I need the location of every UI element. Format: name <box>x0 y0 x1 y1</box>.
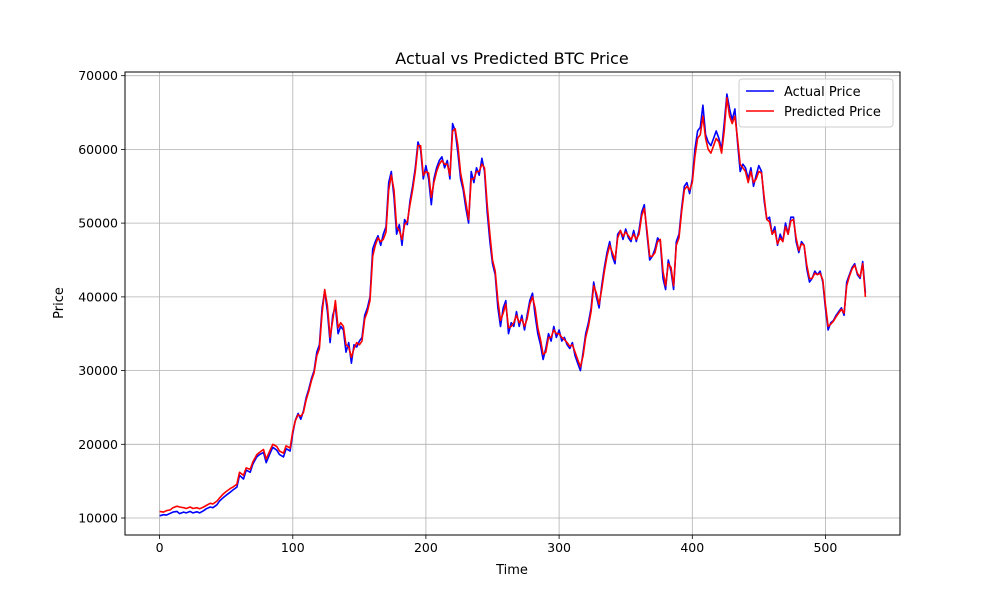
x-axis-label: Time <box>495 563 528 578</box>
y-tick-label: 40000 <box>78 289 118 304</box>
y-axis: 10000 20000 30000 40000 50000 60000 70000 <box>78 68 125 526</box>
y-tick-label: 50000 <box>78 216 118 231</box>
legend-box <box>738 78 894 128</box>
plot-frame <box>124 71 901 536</box>
legend-label-predicted: Predicted Price <box>784 105 881 120</box>
y-tick-label: 20000 <box>78 437 118 452</box>
x-axis: 0 100 200 300 400 500 <box>156 535 837 555</box>
y-tick-label: 70000 <box>78 68 118 83</box>
x-tick-label: 300 <box>547 540 571 555</box>
x-tick-label: 500 <box>813 540 837 555</box>
legend-label-actual: Actual Price <box>784 85 861 100</box>
x-tick-label: 200 <box>414 540 438 555</box>
y-tick-label: 60000 <box>78 142 118 157</box>
y-tick-label: 10000 <box>78 511 118 526</box>
x-tick-label: 400 <box>680 540 704 555</box>
chart-title: Actual vs Predicted BTC Price <box>395 49 628 68</box>
legend: Actual Price Predicted Price <box>738 78 894 128</box>
series-layer <box>159 93 867 517</box>
y-tick-label: 30000 <box>78 363 118 378</box>
y-axis-label: Price <box>52 287 67 319</box>
x-tick-label: 100 <box>281 540 305 555</box>
x-tick-label: 0 <box>156 540 164 555</box>
predicted-price-line <box>159 97 867 513</box>
